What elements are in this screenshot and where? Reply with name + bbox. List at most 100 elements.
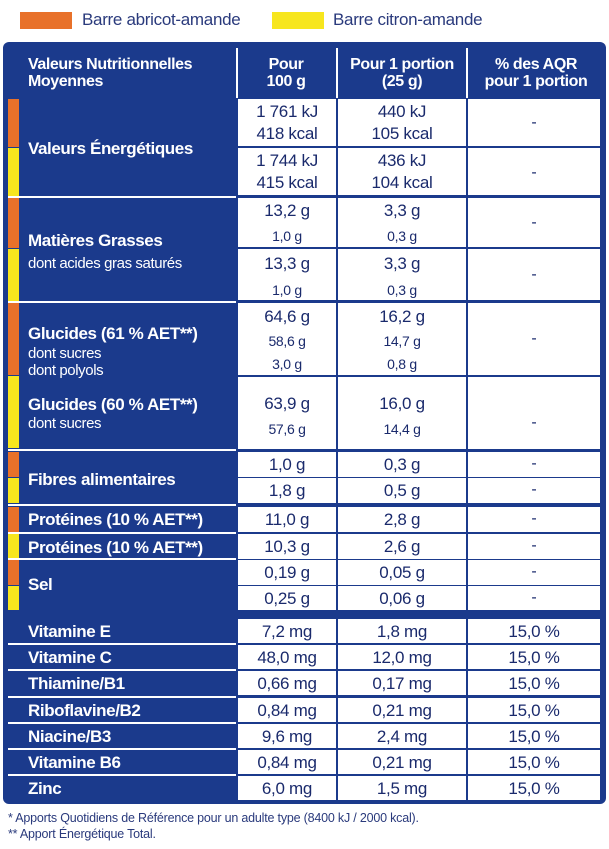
header-col3-line2: (25 g) [381,73,423,90]
carbs-abricot-p100-polyols: 3,0 g [272,356,302,372]
vitamin-aqr: 15,0 % [508,753,560,772]
proteins-citron-p100: 10,3 g [264,537,310,556]
sep-carbs-fibres [8,449,236,451]
bar-energy-abricot [8,99,19,147]
vitamin-box-port [338,698,466,722]
vitamin-box-aqr [468,619,600,643]
bar-salt-citron [8,586,19,610]
fat-citron-port-sat: 0,3 g [387,282,417,298]
vitamin-box-p100 [238,724,336,748]
box-fat-abricot-p100 [238,198,336,247]
box-fat-citron-aqr [468,249,600,300]
box-energy-citron-p100 [238,148,336,195]
vitamin-box-port [338,645,466,669]
box-salt-abricot-aqr [468,560,600,585]
box-fibres-citron-port [338,478,466,503]
box-fat-citron-port [338,249,466,300]
box-carbs-citron-p100 [238,377,336,449]
header-col3: Pour 1 portion (25 g) [336,56,468,90]
header-col4-line2: pour 1 portion [484,73,588,90]
vitamin-port: 0,21 mg [372,753,432,772]
carbs-citron-port-sucres: 14,4 g [383,421,421,437]
vitamin-p100: 7,2 mg [261,622,313,641]
box-fibres-citron-p100 [238,478,336,503]
box-fibres-abricot-p100 [238,452,336,477]
box-energy-abricot-aqr [468,99,600,146]
box-fibres-abricot-aqr [468,452,600,477]
box-proteins-citron-p100 [238,534,336,559]
vitamin-port: 0,17 mg [372,674,432,693]
energy-abricot-p100-kcal: 418 kcal [256,124,318,143]
energy-abricot-p100-kj: 1 761 kJ [256,102,318,121]
energy-abricot-aqr: - [531,114,537,131]
carbs-abricot-aqr: - [531,330,537,347]
legend-swatch-abricot [20,12,72,29]
vitamin-box-p100 [238,619,336,643]
vitamin-box-aqr [468,776,600,800]
vitamin-box-p100 [238,776,336,800]
label-fat: Matières Grasses [28,231,163,250]
salt-citron-p100: 0,25 g [264,589,310,608]
carbs-abricot-p100: 64,6 g [264,307,310,326]
box-salt-citron-aqr [468,586,600,610]
vitamin-separator [8,643,236,645]
sep-fibres-proteins [8,504,236,506]
vitamin-box-port [338,750,466,774]
bar-proteins-abricot [8,507,19,532]
salt-abricot-port: 0,05 g [379,563,425,582]
box-carbs-abricot-aqr [468,303,600,375]
vitamin-aqr: 15,0 % [508,701,560,720]
vitamin-aqr: 15,0 % [508,648,560,667]
fibres-citron-p100: 1,8 g [268,481,306,500]
box-salt-citron-p100 [238,586,336,610]
vitamin-port: 1,5 mg [376,779,428,798]
fat-citron-port: 3,3 g [383,254,421,273]
box-proteins-citron-port [338,534,466,559]
sep-fat-carbs [8,301,236,303]
vitamin-p100: 6,0 mg [261,779,313,798]
fibres-abricot-p100: 1,0 g [268,455,306,474]
salt-citron-aqr: - [531,589,537,606]
header-col4-line1: % des AQR [494,56,578,73]
energy-citron-aqr: - [531,164,537,181]
energy-abricot-port-kcal: 105 kcal [371,124,433,143]
box-proteins-abricot-p100 [238,507,336,532]
bar-fat-citron [8,249,19,301]
header-col1-line2: Moyennes [28,73,104,90]
box-salt-abricot-port [338,560,466,585]
vitamin-box-port [338,724,466,748]
salt-citron-port: 0,06 g [379,589,425,608]
bar-carbs-abricot [8,303,19,375]
box-energy-citron-port [338,148,466,195]
vitamin-box-port [338,776,466,800]
sep-proteins [8,532,236,534]
bar-energy-citron [8,148,19,196]
vitamin-box-aqr [468,645,600,669]
proteins-abricot-aqr: - [531,510,537,527]
box-fibres-abricot-port [338,452,466,477]
box-proteins-abricot-aqr [468,507,600,532]
box-salt-citron-port [338,586,466,610]
vitamin-label: Vitamine E [28,622,111,641]
vitamin-aqr: 15,0 % [508,674,560,693]
vitamin-label: Riboflavine/B2 [28,701,141,720]
sep-energy-fat [8,196,236,198]
vitamin-box-aqr [468,671,600,695]
bar-carbs-citron [8,376,19,448]
vitamin-p100: 0,66 mg [257,674,317,693]
box-proteins-citron-aqr [468,534,600,559]
fibres-citron-aqr: - [531,481,537,498]
vitamin-p100: 0,84 mg [257,753,317,772]
vitamin-separator [8,696,236,698]
salt-abricot-p100: 0,19 g [264,563,310,582]
box-carbs-citron-aqr [468,377,600,449]
label-carbs-abricot: Glucides (61 % AET**) [28,324,198,343]
fat-citron-p100-sat: 1,0 g [272,282,302,298]
energy-citron-port-kj: 436 kJ [377,151,427,170]
fat-abricot-p100: 13,2 g [264,201,310,220]
header-col1-line1: Valeurs Nutritionnelles [28,56,193,73]
vitamin-box-p100 [238,698,336,722]
sep-proteins-salt [8,558,236,560]
vitamin-separator [8,669,236,671]
label-carbs-abricot-sub1: dont sucres [28,345,102,362]
